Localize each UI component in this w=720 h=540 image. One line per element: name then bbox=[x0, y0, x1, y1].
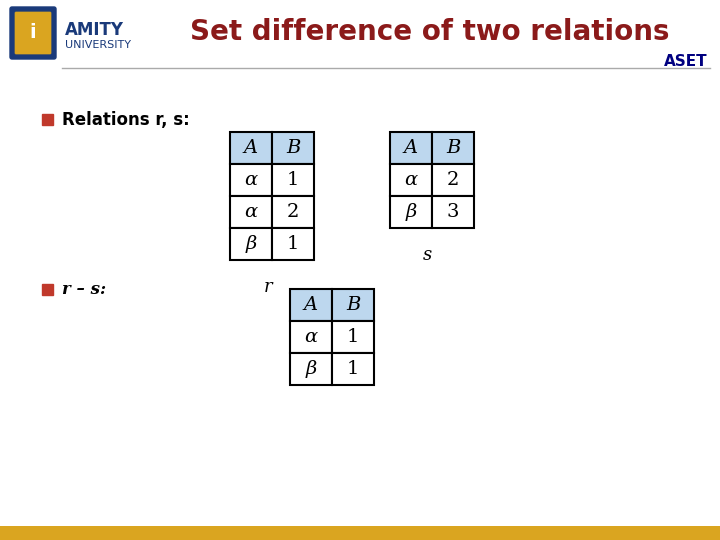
Text: r – s:: r – s: bbox=[62, 281, 106, 298]
Text: α: α bbox=[244, 203, 258, 221]
Bar bbox=[0, 526, 720, 540]
Text: r: r bbox=[264, 278, 272, 296]
Bar bbox=[42, 114, 53, 125]
Text: UNIVERSITY: UNIVERSITY bbox=[65, 40, 131, 50]
Text: s: s bbox=[423, 246, 433, 264]
Bar bbox=[230, 132, 272, 164]
Text: 2: 2 bbox=[447, 171, 459, 189]
Bar bbox=[272, 196, 314, 228]
Bar bbox=[332, 289, 374, 321]
Text: i: i bbox=[30, 24, 36, 43]
Text: A: A bbox=[244, 139, 258, 157]
FancyBboxPatch shape bbox=[15, 12, 51, 54]
Text: 3: 3 bbox=[446, 203, 459, 221]
Bar bbox=[390, 164, 432, 196]
Bar bbox=[272, 164, 314, 196]
Text: A: A bbox=[304, 296, 318, 314]
Bar bbox=[290, 353, 332, 385]
Text: Relations r, s:: Relations r, s: bbox=[62, 111, 190, 129]
Bar bbox=[332, 353, 374, 385]
Text: B: B bbox=[346, 296, 360, 314]
Bar bbox=[272, 228, 314, 260]
FancyBboxPatch shape bbox=[10, 7, 56, 59]
Bar bbox=[390, 132, 432, 164]
Text: 1: 1 bbox=[347, 360, 359, 378]
Text: B: B bbox=[446, 139, 460, 157]
Text: ASET: ASET bbox=[665, 55, 708, 70]
Text: 1: 1 bbox=[287, 171, 300, 189]
Bar bbox=[390, 196, 432, 228]
Bar bbox=[230, 228, 272, 260]
Bar bbox=[42, 284, 53, 295]
Bar bbox=[432, 132, 474, 164]
Text: Set difference of two relations: Set difference of two relations bbox=[190, 18, 670, 46]
Bar bbox=[432, 196, 474, 228]
Text: β: β bbox=[305, 360, 317, 378]
Bar bbox=[272, 132, 314, 164]
Bar bbox=[290, 289, 332, 321]
Text: 2: 2 bbox=[287, 203, 300, 221]
Text: β: β bbox=[405, 203, 417, 221]
Text: 1: 1 bbox=[287, 235, 300, 253]
Text: α: α bbox=[305, 328, 318, 346]
Text: α: α bbox=[244, 171, 258, 189]
Text: 1: 1 bbox=[347, 328, 359, 346]
Bar bbox=[432, 164, 474, 196]
Text: α: α bbox=[405, 171, 418, 189]
Text: AMITY: AMITY bbox=[65, 21, 124, 39]
Bar bbox=[290, 321, 332, 353]
Text: B: B bbox=[286, 139, 300, 157]
Text: β: β bbox=[246, 235, 256, 253]
Bar bbox=[230, 164, 272, 196]
Text: A: A bbox=[404, 139, 418, 157]
Bar bbox=[332, 321, 374, 353]
Bar bbox=[230, 196, 272, 228]
